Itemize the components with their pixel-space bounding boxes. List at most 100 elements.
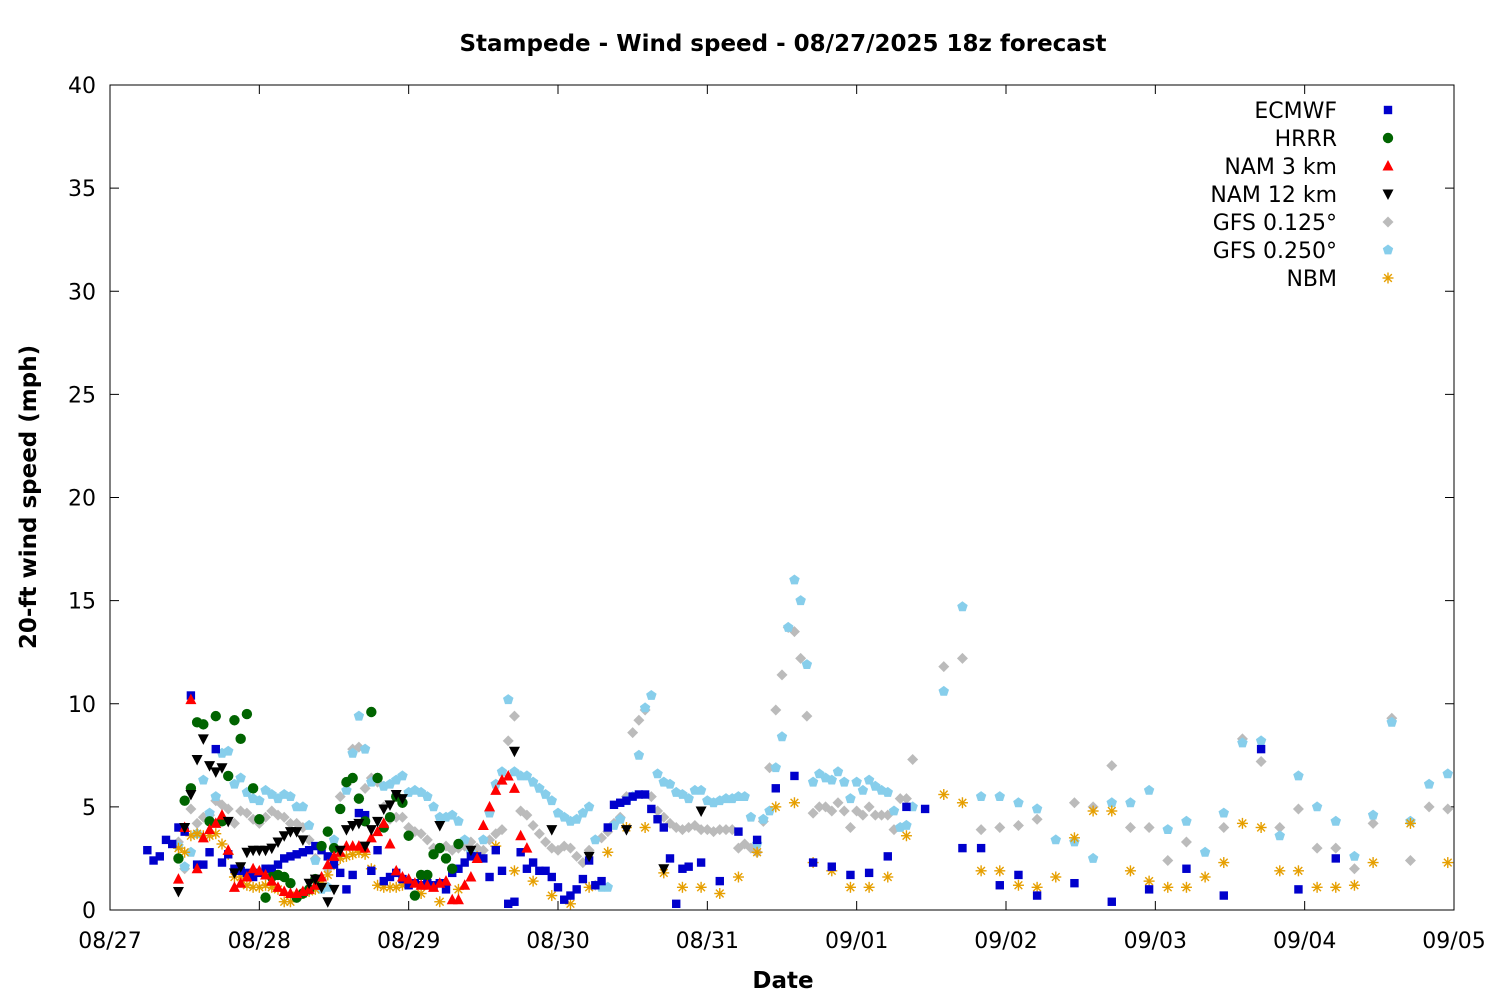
data-point bbox=[415, 828, 427, 840]
data-point bbox=[359, 743, 371, 754]
data-point bbox=[204, 823, 216, 835]
data-point bbox=[1292, 803, 1304, 815]
data-point bbox=[422, 791, 433, 801]
data-point bbox=[278, 896, 290, 908]
data-point bbox=[497, 866, 507, 876]
data-point bbox=[421, 879, 433, 890]
data-point bbox=[453, 815, 464, 826]
data-point bbox=[322, 858, 334, 870]
data-point bbox=[1162, 824, 1173, 834]
legend: ECMWF HRRR NAM 3 km NAM 12 km GFS 0.125° GFS … bbox=[1210, 99, 1394, 292]
data-point bbox=[672, 899, 681, 909]
data-point bbox=[447, 809, 458, 820]
data-point bbox=[1367, 857, 1379, 869]
data-point bbox=[1348, 879, 1360, 891]
data-point bbox=[477, 819, 489, 830]
data-point bbox=[471, 852, 483, 863]
data-point bbox=[1031, 803, 1043, 814]
data-point bbox=[216, 838, 228, 850]
data-point bbox=[496, 766, 508, 777]
data-point bbox=[808, 858, 818, 867]
x-tick-label: 09/05 bbox=[1422, 929, 1485, 954]
data-point bbox=[516, 848, 525, 857]
data-point bbox=[696, 858, 706, 867]
data-point bbox=[149, 856, 158, 865]
data-point bbox=[248, 872, 258, 882]
data-point bbox=[888, 805, 900, 816]
data-point bbox=[284, 817, 296, 829]
data-point bbox=[367, 866, 376, 876]
data-point bbox=[795, 595, 806, 606]
data-point bbox=[1068, 797, 1080, 809]
legend-marker bbox=[1382, 244, 1394, 255]
data-point bbox=[278, 831, 290, 842]
data-point bbox=[1012, 879, 1024, 891]
data-point bbox=[502, 769, 514, 781]
data-point bbox=[546, 795, 557, 806]
data-point bbox=[1143, 784, 1155, 795]
data-point bbox=[771, 784, 780, 793]
legend-marker bbox=[1382, 189, 1394, 200]
data-point bbox=[770, 801, 782, 813]
data-point bbox=[173, 853, 184, 864]
data-point bbox=[938, 685, 949, 696]
data-point bbox=[172, 873, 184, 884]
data-point bbox=[503, 694, 514, 705]
data-point bbox=[347, 772, 358, 784]
data-point bbox=[191, 754, 203, 766]
data-point bbox=[241, 847, 253, 859]
data-point bbox=[260, 868, 272, 880]
data-point bbox=[353, 710, 365, 721]
legend-label: NAM 12 km bbox=[1210, 183, 1337, 208]
data-point bbox=[695, 806, 707, 817]
plot-frame bbox=[109, 84, 1455, 911]
x-tick-label: 08/30 bbox=[526, 929, 589, 954]
data-point bbox=[1013, 797, 1024, 808]
data-point bbox=[303, 878, 315, 890]
data-point bbox=[715, 876, 724, 886]
data-point bbox=[1031, 881, 1043, 893]
data-point bbox=[659, 823, 668, 832]
data-point bbox=[521, 842, 533, 853]
data-point bbox=[639, 822, 651, 833]
x-tick-label: 09/04 bbox=[1273, 929, 1336, 954]
data-point bbox=[745, 811, 757, 822]
data-point bbox=[547, 872, 556, 882]
data-point bbox=[422, 869, 433, 881]
data-point bbox=[496, 824, 508, 836]
data-point bbox=[211, 744, 220, 754]
data-point bbox=[204, 761, 216, 772]
data-point bbox=[197, 831, 209, 843]
data-point bbox=[409, 890, 421, 901]
legend-marker bbox=[1382, 160, 1394, 171]
data-point bbox=[827, 862, 836, 871]
data-point bbox=[826, 774, 837, 785]
data-point bbox=[838, 805, 850, 817]
data-point bbox=[1311, 801, 1323, 812]
data-point bbox=[210, 710, 221, 722]
data-point bbox=[210, 791, 221, 801]
data-point bbox=[384, 838, 396, 849]
data-point bbox=[1236, 817, 1248, 829]
data-point bbox=[310, 855, 321, 865]
data-point bbox=[1032, 891, 1042, 900]
data-point bbox=[813, 801, 825, 813]
data-point bbox=[528, 858, 538, 867]
data-point bbox=[161, 835, 171, 845]
data-point bbox=[1107, 897, 1116, 906]
data-point bbox=[372, 825, 384, 837]
data-point bbox=[541, 866, 550, 876]
y-tick-label: 25 bbox=[68, 383, 96, 408]
data-point bbox=[546, 890, 558, 902]
data-point bbox=[863, 881, 875, 893]
data-point bbox=[403, 873, 415, 884]
data-point bbox=[1255, 735, 1267, 746]
data-point bbox=[653, 815, 662, 824]
y-tick-label: 0 bbox=[82, 899, 96, 924]
data-point bbox=[452, 893, 464, 905]
data-point bbox=[217, 858, 227, 867]
data-point bbox=[441, 885, 451, 894]
series-nam-3-km bbox=[172, 693, 533, 905]
data-point bbox=[844, 822, 856, 833]
data-point bbox=[975, 865, 987, 877]
